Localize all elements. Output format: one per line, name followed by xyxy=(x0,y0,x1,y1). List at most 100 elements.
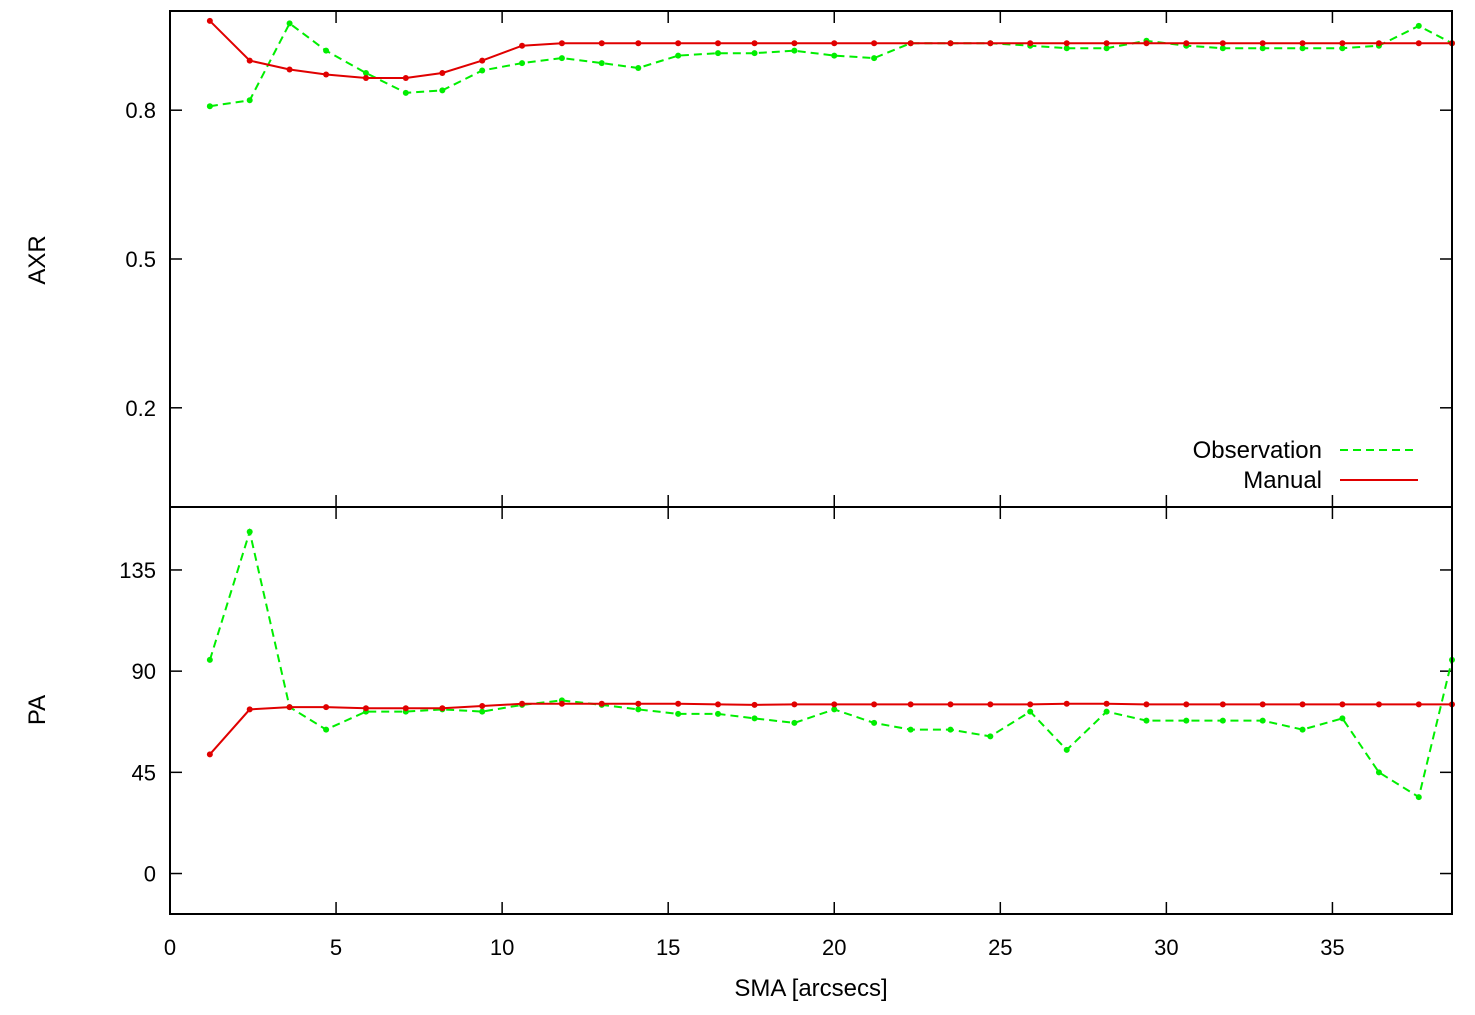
axr-point-manual xyxy=(479,57,486,64)
pa-point-manual xyxy=(791,701,798,708)
axr-point-manual xyxy=(362,74,369,81)
pa-point-manual xyxy=(831,701,838,708)
axr-panel: 0.2 0.5 0.8 AXR Observation Manual xyxy=(24,11,1455,507)
pa-point-observation xyxy=(1339,715,1346,722)
axr-point-manual xyxy=(1103,40,1110,47)
pa-point-manual xyxy=(246,706,253,713)
axr-point-manual xyxy=(439,70,446,76)
pa-point-observation xyxy=(246,528,253,535)
pa-ytick-labels: 0 45 90 135 xyxy=(119,558,156,887)
pa-series-observation xyxy=(206,527,1455,801)
pa-ytick-label: 90 xyxy=(132,659,156,684)
pa-point-manual xyxy=(987,701,994,708)
pa-point-manual xyxy=(715,701,722,708)
pa-series-manual xyxy=(206,700,1455,758)
pa-point-manual xyxy=(439,705,446,712)
axr-point-observation xyxy=(675,52,682,59)
pa-point-manual xyxy=(871,701,878,708)
pa-point-observation xyxy=(907,726,914,733)
pa-ytick-marks xyxy=(170,569,1452,875)
axr-point-manual xyxy=(1063,40,1070,47)
axr-point-manual xyxy=(1027,40,1034,47)
pa-point-manual xyxy=(519,700,526,707)
pa-axis-title: PA xyxy=(24,695,51,725)
pa-point-manual xyxy=(947,701,954,708)
pa-ytick-label: 135 xyxy=(119,558,156,583)
axr-point-manual xyxy=(1143,40,1150,47)
axr-point-manual xyxy=(558,40,565,47)
axr-point-observation xyxy=(871,55,878,62)
axr-point-observation xyxy=(286,20,293,27)
axr-point-manual xyxy=(206,17,213,24)
pa-point-observation xyxy=(206,656,213,663)
axr-point-manual xyxy=(871,40,878,47)
axr-point-observation xyxy=(1103,45,1110,52)
pa-xtick-marks xyxy=(169,507,1334,914)
pa-xtick-label: 30 xyxy=(1154,935,1178,960)
pa-ytick-label: 0 xyxy=(144,862,156,887)
axr-point-manual xyxy=(907,40,914,47)
pa-point-manual xyxy=(1103,700,1110,707)
axr-series-manual xyxy=(206,17,1455,81)
axr-axis-title: AXR xyxy=(24,235,51,284)
axr-point-observation xyxy=(402,89,409,96)
axr-ytick-label: 0.5 xyxy=(125,247,156,272)
axr-point-observation xyxy=(1339,45,1346,52)
axr-point-observation xyxy=(519,60,526,67)
pa-point-manual xyxy=(1339,701,1346,708)
axr-ytick-label: 0.8 xyxy=(125,98,156,123)
pa-point-manual xyxy=(635,700,642,707)
legend: Observation Manual xyxy=(1193,437,1418,494)
axr-point-manual xyxy=(635,40,642,47)
pa-point-manual xyxy=(598,700,605,707)
axr-xtick-marks xyxy=(169,11,1334,507)
pa-xtick-label: 20 xyxy=(822,935,846,960)
pa-point-observation xyxy=(1299,726,1306,733)
pa-point-manual xyxy=(1183,701,1190,708)
pa-point-observation xyxy=(1183,717,1190,724)
pa-xtick-labels: 0 5 10 15 20 25 30 35 xyxy=(164,935,1345,960)
axr-point-manual xyxy=(751,40,758,47)
axr-point-manual xyxy=(519,42,526,49)
pa-point-observation xyxy=(1143,717,1150,724)
pa-point-manual xyxy=(1027,701,1034,708)
pa-point-manual xyxy=(323,704,330,711)
axr-plot-frame xyxy=(169,10,1453,508)
axr-point-observation xyxy=(1299,45,1306,52)
pa-xtick-label: 35 xyxy=(1320,935,1344,960)
pa-ytick-label: 45 xyxy=(132,760,156,785)
axr-point-manual xyxy=(1339,40,1346,47)
axr-ytick-label: 0.2 xyxy=(125,396,156,421)
pa-point-observation xyxy=(675,710,682,717)
pa-xtick-label: 10 xyxy=(490,935,514,960)
axr-point-manual xyxy=(791,40,798,47)
pa-point-observation xyxy=(1027,708,1034,715)
pa-point-manual xyxy=(1259,701,1266,708)
axr-point-manual xyxy=(947,40,954,47)
pa-line-observation xyxy=(208,527,1453,799)
axr-point-manual xyxy=(1183,40,1190,47)
pa-point-observation xyxy=(871,719,878,726)
pa-panel: 0 45 90 135 0 5 10 15 20 25 30 35 PA SMA [arcsecs] xyxy=(24,507,1455,1002)
pa-point-observation xyxy=(1375,769,1382,776)
legend-label-observation: Observation xyxy=(1193,437,1322,464)
axr-point-observation xyxy=(635,65,642,72)
pa-point-observation xyxy=(947,726,954,733)
axr-series-observation xyxy=(206,20,1455,110)
axr-point-observation xyxy=(558,55,565,62)
axr-point-observation xyxy=(362,70,369,76)
axr-point-manual xyxy=(286,66,293,73)
pa-xtick-label: 15 xyxy=(656,935,680,960)
pa-xtick-label: 5 xyxy=(330,935,342,960)
pa-point-manual xyxy=(1063,700,1070,707)
pa-point-observation xyxy=(1103,708,1110,715)
pa-plot-frame xyxy=(169,506,1453,915)
axr-point-observation xyxy=(598,60,605,67)
axr-point-observation xyxy=(439,87,446,94)
axr-line-manual xyxy=(209,20,1452,79)
axr-point-observation xyxy=(751,50,758,57)
pa-point-manual xyxy=(362,705,369,712)
pa-point-manual xyxy=(1415,701,1422,708)
axr-point-observation xyxy=(479,67,486,74)
axr-point-manual xyxy=(598,40,605,47)
